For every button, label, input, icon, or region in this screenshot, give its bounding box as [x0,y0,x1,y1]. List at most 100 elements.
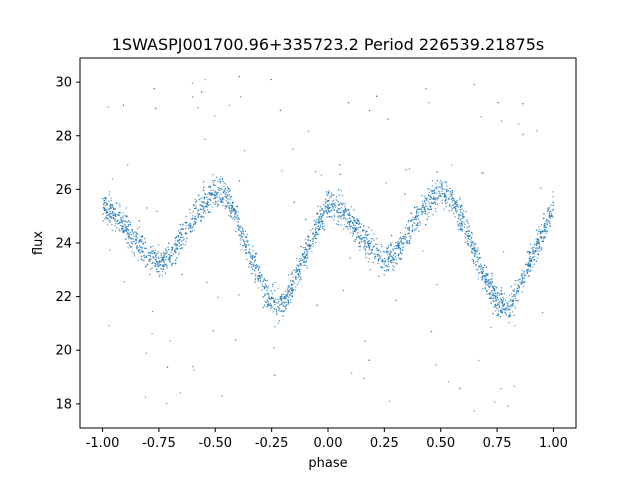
data-point [114,230,117,232]
data-point [370,237,373,240]
data-point [503,303,505,305]
data-point [432,197,434,200]
y-tick-label: 30 [55,76,72,91]
data-point [348,223,351,225]
data-point [366,242,369,244]
data-point [509,312,511,314]
data-point [269,302,271,305]
data-point [296,270,298,272]
data-point [492,297,495,299]
data-point [426,197,428,199]
data-point [112,211,114,213]
data-point [394,252,396,255]
data-point [112,206,114,208]
data-point [543,226,545,228]
data-point [197,106,199,109]
data-point [303,250,306,253]
data-point [343,214,346,216]
data-point [144,266,147,268]
data-point [168,242,170,244]
data-point [150,251,152,253]
data-point [542,240,544,242]
data-point [337,215,339,217]
data-point [205,206,208,208]
data-point [201,216,203,219]
data-point [123,229,126,232]
data-point [434,199,437,201]
data-point [185,225,187,227]
data-point [287,296,290,298]
data-point [485,266,488,268]
data-point [494,306,496,308]
data-point [106,204,108,206]
data-point [477,359,480,362]
data-point [414,222,416,224]
data-point [308,249,310,251]
data-point [327,200,330,202]
data-point [470,244,473,246]
data-point [217,180,219,182]
data-point [106,214,108,217]
data-point [495,287,498,289]
data-point [241,236,244,238]
data-point [487,280,489,283]
data-point [365,232,367,234]
data-point [502,297,504,299]
data-point [345,226,347,228]
data-point [352,232,354,234]
data-point [545,220,547,223]
data-point [168,256,170,259]
data-point [490,278,492,281]
data-point [423,206,426,209]
data-point [228,104,231,107]
data-point [499,297,502,300]
data-point [162,251,165,253]
data-point [410,219,412,222]
data-point [227,186,229,188]
data-point [552,204,554,206]
data-point [232,210,234,213]
data-point [272,311,274,313]
data-point [177,235,180,237]
data-point [386,269,388,271]
data-point [546,210,549,212]
data-point [344,218,347,220]
data-point [189,212,191,214]
data-point [319,206,322,208]
data-point [304,261,307,263]
data-point [325,211,328,213]
data-point [395,247,397,249]
data-point [160,254,162,256]
data-point [250,263,253,266]
data-point [333,206,335,208]
data-point [361,237,363,240]
data-point [181,224,184,226]
data-point [226,189,229,192]
data-point [111,178,114,180]
data-point [418,220,421,223]
data-point [254,259,256,261]
data-point [400,239,402,242]
data-point [212,181,215,184]
data-point [127,225,129,228]
data-point [195,200,198,202]
data-point [304,256,306,259]
data-point [366,234,369,236]
data-point [365,256,367,259]
data-point [491,272,493,275]
data-point [515,279,517,282]
data-point [395,244,398,247]
data-point [364,233,367,236]
x-tick-label: 1.00 [539,436,568,451]
y-tick-label: 26 [55,183,72,198]
data-point [514,283,516,285]
data-point [235,230,237,233]
data-point [243,249,245,251]
data-point [406,242,409,244]
data-point [546,218,548,221]
data-point [238,234,241,236]
data-point [191,82,194,85]
data-point [512,299,514,301]
data-point [103,209,106,212]
